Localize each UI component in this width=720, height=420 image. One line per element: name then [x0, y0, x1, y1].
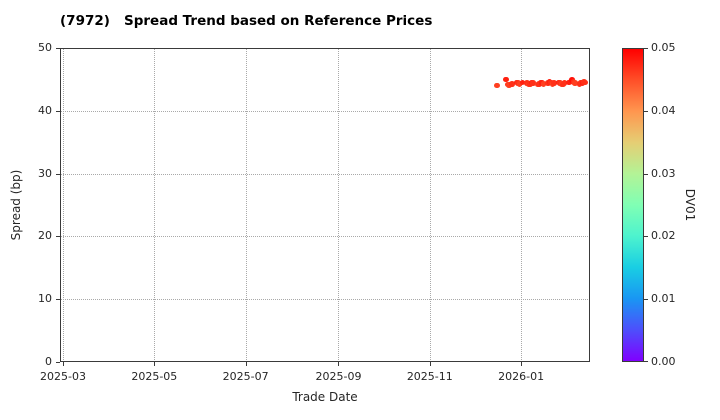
y-tick-label: 30 — [38, 166, 52, 180]
x-tick — [154, 362, 156, 366]
scatter-point — [540, 81, 547, 87]
x-gridline — [521, 48, 523, 362]
scatter-point — [572, 80, 578, 86]
x-tick — [245, 362, 247, 366]
colorbar-tick — [644, 236, 648, 238]
colorbar — [622, 48, 644, 362]
x-tick-label: 2025-05 — [131, 370, 178, 383]
colorbar-tick — [644, 110, 648, 112]
scatter-point — [516, 81, 523, 87]
scatter-point — [509, 81, 515, 87]
y-tick-label: 40 — [38, 103, 52, 117]
colorbar-tick — [644, 361, 648, 362]
y-tick — [56, 110, 60, 112]
colorbar-tick-label: 0.00 — [651, 355, 676, 368]
scatter-point — [551, 80, 557, 86]
x-tick — [429, 362, 431, 366]
x-tick-label: 2025-09 — [315, 370, 362, 383]
x-tick-label: 2025-07 — [222, 370, 269, 383]
chart-title: (7972) Spread Trend based on Reference P… — [60, 13, 433, 29]
scatter-point — [519, 79, 526, 86]
x-gridline — [245, 48, 247, 362]
y-tick — [56, 362, 60, 363]
y-gridline — [60, 299, 590, 301]
y-tick — [56, 173, 60, 175]
colorbar-tick — [644, 48, 648, 49]
y-tick-label: 0 — [45, 355, 52, 368]
colorbar-tick-label: 0.05 — [651, 41, 676, 54]
scatter-point — [561, 80, 568, 86]
x-gridline — [154, 48, 156, 362]
x-gridline — [62, 48, 64, 362]
colorbar-tick-label: 0.01 — [651, 292, 676, 306]
x-axis-label: Trade Date — [292, 390, 358, 404]
y-tick — [56, 48, 60, 49]
x-tick — [62, 362, 64, 366]
colorbar-label: DV01 — [683, 188, 697, 222]
x-tick — [338, 362, 340, 366]
scatter-point — [530, 80, 536, 86]
colorbar-tick-label: 0.03 — [651, 166, 676, 180]
x-gridline — [429, 48, 431, 362]
colorbar-tick-label: 0.02 — [651, 229, 676, 243]
colorbar-tick-label: 0.04 — [651, 103, 676, 117]
y-gridline — [60, 236, 590, 238]
y-tick-label: 50 — [38, 41, 52, 54]
x-gridline — [338, 48, 340, 362]
scatter-point — [503, 76, 509, 83]
y-gridline — [60, 173, 590, 175]
y-tick-label: 10 — [38, 292, 52, 306]
x-tick-label: 2025-11 — [406, 370, 453, 383]
scatter-point — [494, 82, 500, 89]
x-tick-label: 2026-01 — [498, 370, 545, 383]
y-gridline — [60, 110, 590, 112]
colorbar-tick — [644, 299, 648, 301]
y-tick — [56, 236, 60, 238]
colorbar-tick — [644, 173, 648, 175]
y-tick-label: 20 — [38, 229, 52, 243]
scatter-point — [506, 82, 512, 88]
plot-area — [60, 48, 590, 362]
x-tick-label: 2025-03 — [40, 370, 86, 383]
y-tick — [56, 299, 60, 301]
scatter-point — [582, 79, 589, 86]
x-tick — [521, 362, 523, 366]
